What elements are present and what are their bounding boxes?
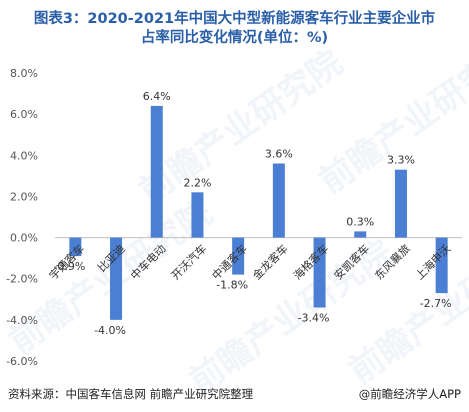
y-tick-label: -4.0% [6, 314, 38, 327]
bar [69, 237, 82, 257]
bar-chart: 8.0% 6.0% 4.0% 2.0% 0.0% -2.0% -4.0% -6.0% -0.9%… [6, 67, 462, 368]
source-note: 资料来源：中国客车信息网 前瞻产业研究院整理 [8, 387, 254, 401]
category-label: 中车电动 [128, 241, 169, 282]
bar [272, 163, 285, 238]
y-tick-label: -6.0% [6, 355, 38, 368]
y-tick-label: 2.0% [10, 190, 38, 203]
y-tick-label: -2.0% [6, 273, 38, 286]
bar [110, 237, 123, 320]
category-label: 金龙客车 [250, 241, 291, 282]
bar [435, 237, 448, 294]
chart-title-line-2: 占率同比变化情况(单位：%) [140, 30, 329, 46]
category-label: 东风襄旅 [372, 241, 413, 282]
bar [150, 105, 163, 238]
chart-title-line-1: 图表3：2020-2021年中国大中型新能源客车行业主要企业市 [33, 11, 436, 27]
data-label: -2.7% [420, 297, 452, 310]
data-label: -1.8% [216, 279, 248, 292]
category-label: 安凯客车 [331, 241, 372, 282]
bar [394, 169, 407, 238]
data-label: -4.0% [94, 324, 126, 337]
y-tick-label: 6.0% [10, 108, 38, 121]
bar [313, 237, 326, 308]
bar [232, 237, 245, 275]
data-label: 6.4% [143, 90, 171, 103]
data-label: -3.4% [298, 312, 330, 325]
bar [354, 231, 367, 238]
y-tick-label: 0.0% [10, 232, 38, 245]
bar [191, 192, 204, 238]
y-tick-label: 8.0% [10, 67, 38, 80]
chart-title: 图表3：2020-2021年中国大中型新能源客车行业主要企业市 占率同比变化情况… [0, 10, 469, 48]
data-label: -0.9% [53, 260, 85, 273]
data-label: 3.6% [265, 148, 293, 161]
brand-credit: @前瞻经济学人APP [358, 387, 461, 401]
data-label: 3.3% [387, 154, 415, 167]
data-label: 2.2% [183, 176, 211, 189]
category-label: 开沃汽车 [168, 241, 209, 282]
data-label: 0.3% [346, 215, 374, 228]
y-tick-label: 4.0% [10, 149, 38, 162]
